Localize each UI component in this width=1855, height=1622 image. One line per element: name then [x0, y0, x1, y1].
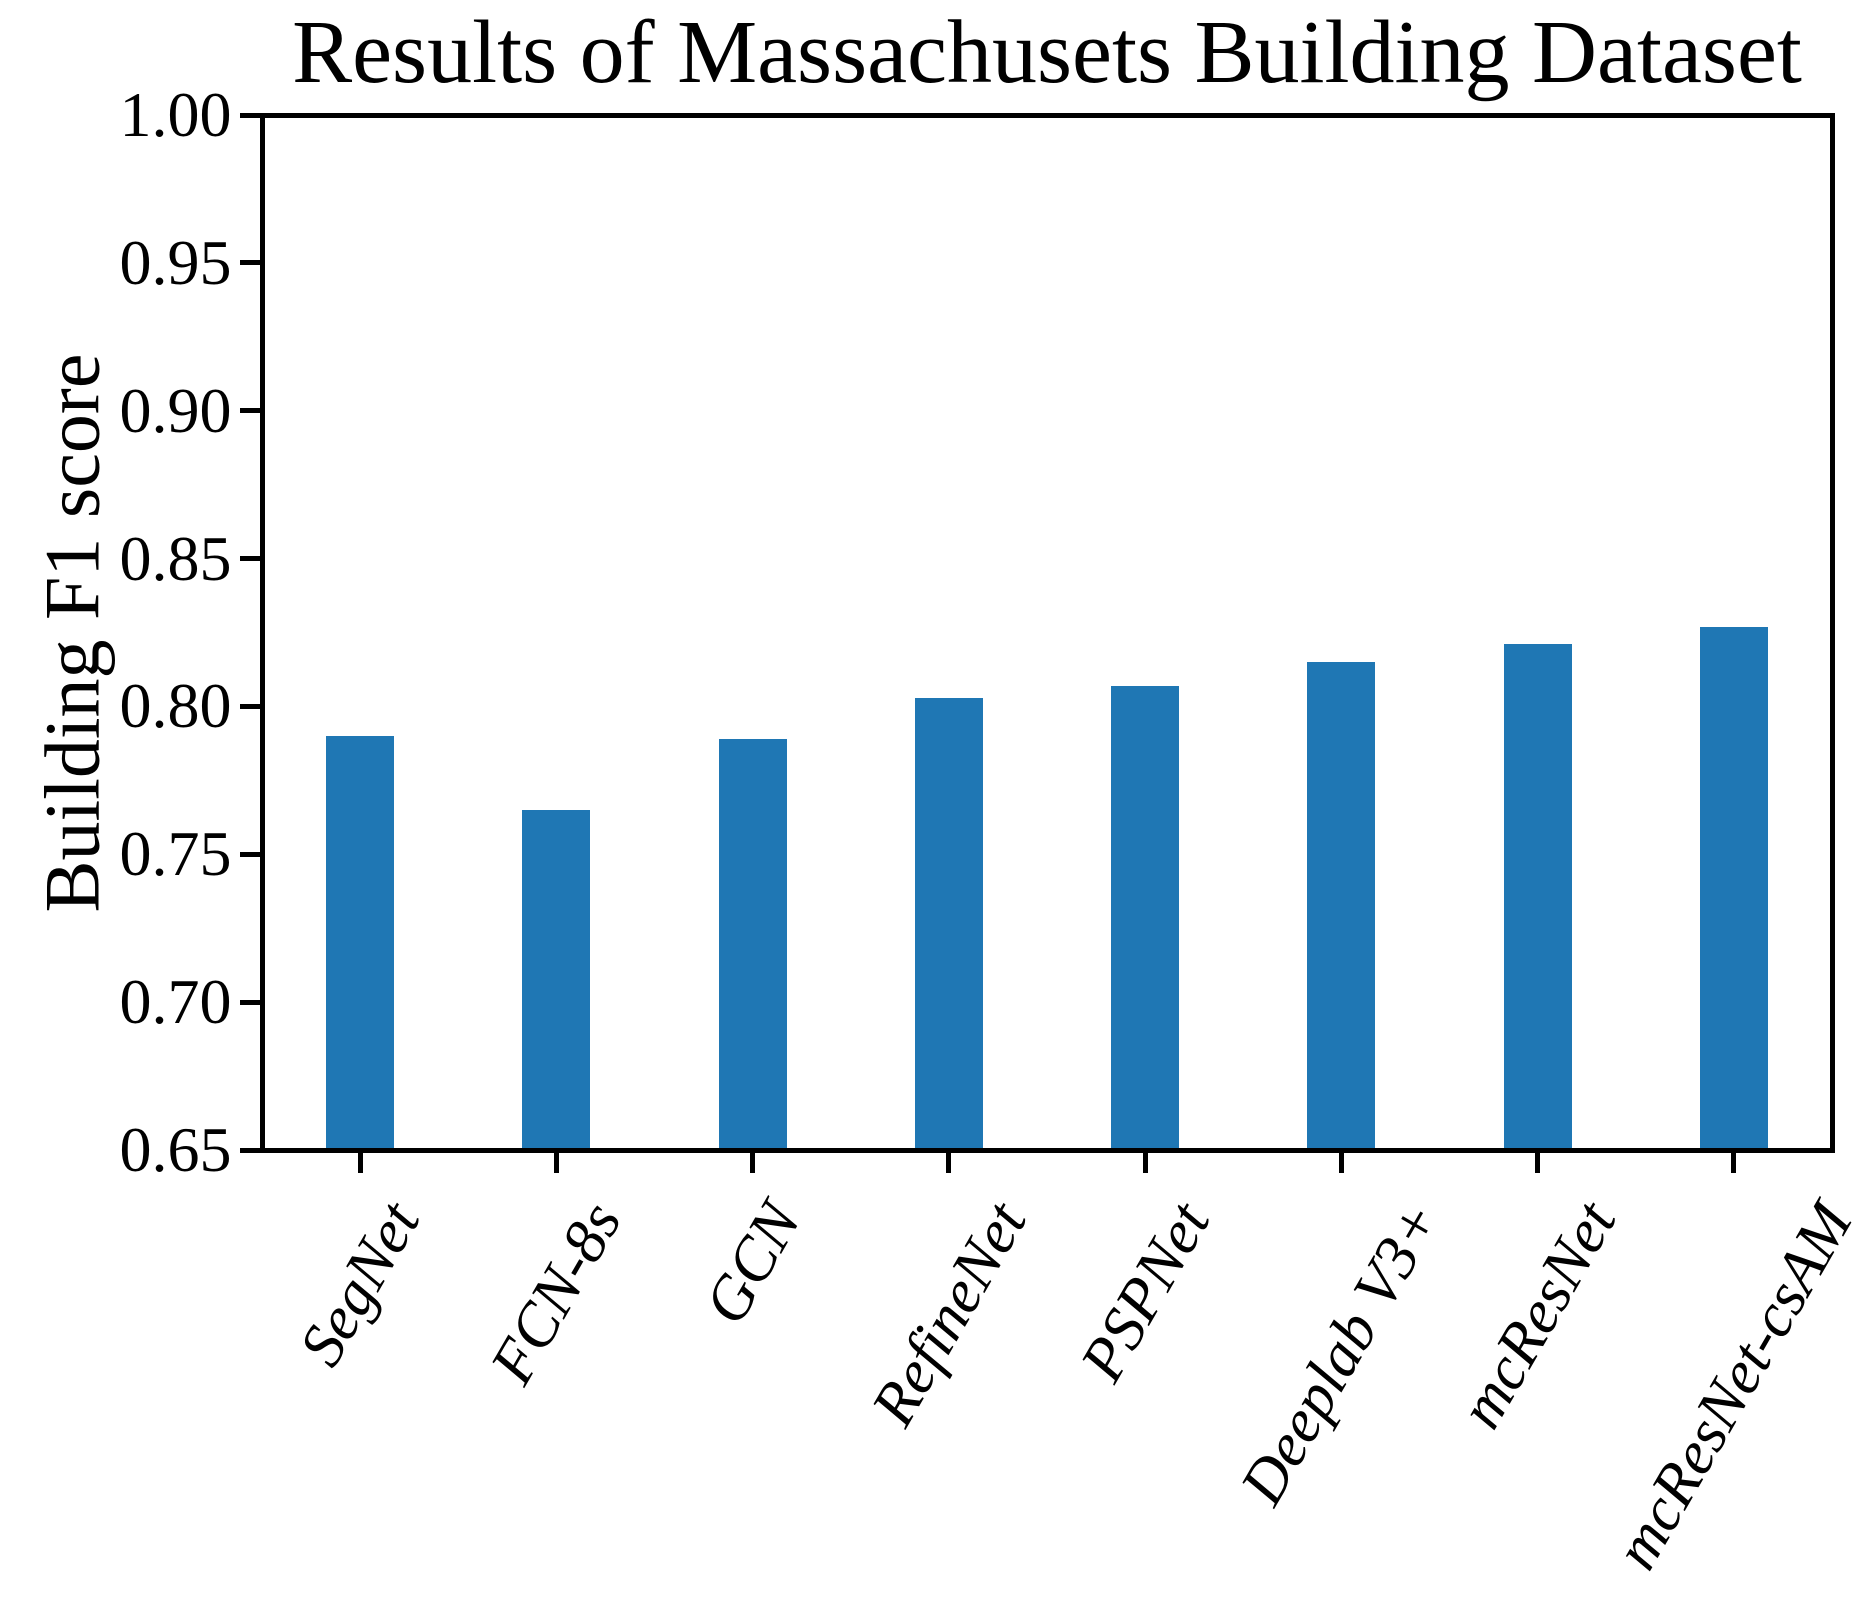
y-tick-label: 0.70 — [119, 966, 232, 1038]
y-tick-label: 0.95 — [119, 226, 232, 298]
x-tick-mark — [357, 1152, 363, 1173]
y-tick-mark — [239, 999, 260, 1005]
x-tick-label-mcresnet-csam: mcResNet-csAM — [1601, 1191, 1855, 1580]
x-tick-label-mcresnet: mcResNet — [1446, 1191, 1630, 1440]
y-tick-label: 1.00 — [119, 79, 232, 150]
y-tick-label: 0.90 — [119, 374, 232, 446]
bar-segnet — [326, 736, 395, 1150]
x-tick-mark — [750, 1152, 756, 1173]
bar-refinenet — [914, 697, 983, 1150]
x-tick-label-segnet: SegNet — [286, 1191, 434, 1378]
y-tick-label: 0.75 — [119, 818, 232, 890]
y-tick-mark — [239, 112, 260, 118]
y-tick-mark — [239, 703, 260, 709]
x-tick-label-gcn: GCN — [691, 1190, 815, 1336]
y-axis-label: Building F1 score — [28, 353, 115, 912]
x-tick-label-fcn-8s: FCN-8s — [478, 1190, 636, 1395]
x-tick-label-refinenet: RefineNet — [858, 1190, 1040, 1437]
bar-deeplab-v3 — [1307, 662, 1376, 1150]
chart-title: Results of Massachusets Building Dataset — [292, 3, 1802, 102]
y-tick-label: 0.80 — [119, 670, 232, 742]
y-tick-label: 0.85 — [119, 522, 232, 594]
bar-mcresnet — [1503, 644, 1572, 1150]
x-tick-mark — [946, 1152, 952, 1173]
bar-pspnet — [1111, 685, 1180, 1150]
x-tick-mark — [553, 1152, 559, 1173]
y-tick-mark — [239, 556, 260, 562]
x-tick-mark — [1535, 1152, 1541, 1173]
bar-fcn-8s — [522, 809, 591, 1150]
y-tick-mark — [239, 408, 260, 414]
y-tick-mark — [239, 1147, 260, 1153]
y-tick-mark — [239, 260, 260, 266]
y-tick-label: 0.65 — [119, 1114, 232, 1185]
x-tick-mark — [1142, 1152, 1148, 1173]
x-tick-label-pspnet: PSPNet — [1067, 1191, 1223, 1393]
x-tick-label-deeplab-v3: Deeplab V3+ — [1227, 1190, 1456, 1517]
x-tick-mark — [1338, 1152, 1344, 1173]
plot-area — [259, 112, 1835, 1153]
y-tick-mark — [239, 851, 260, 857]
bar-gcn — [718, 738, 787, 1150]
bar-mcresnet-csam — [1699, 626, 1768, 1150]
x-tick-mark — [1731, 1152, 1737, 1173]
